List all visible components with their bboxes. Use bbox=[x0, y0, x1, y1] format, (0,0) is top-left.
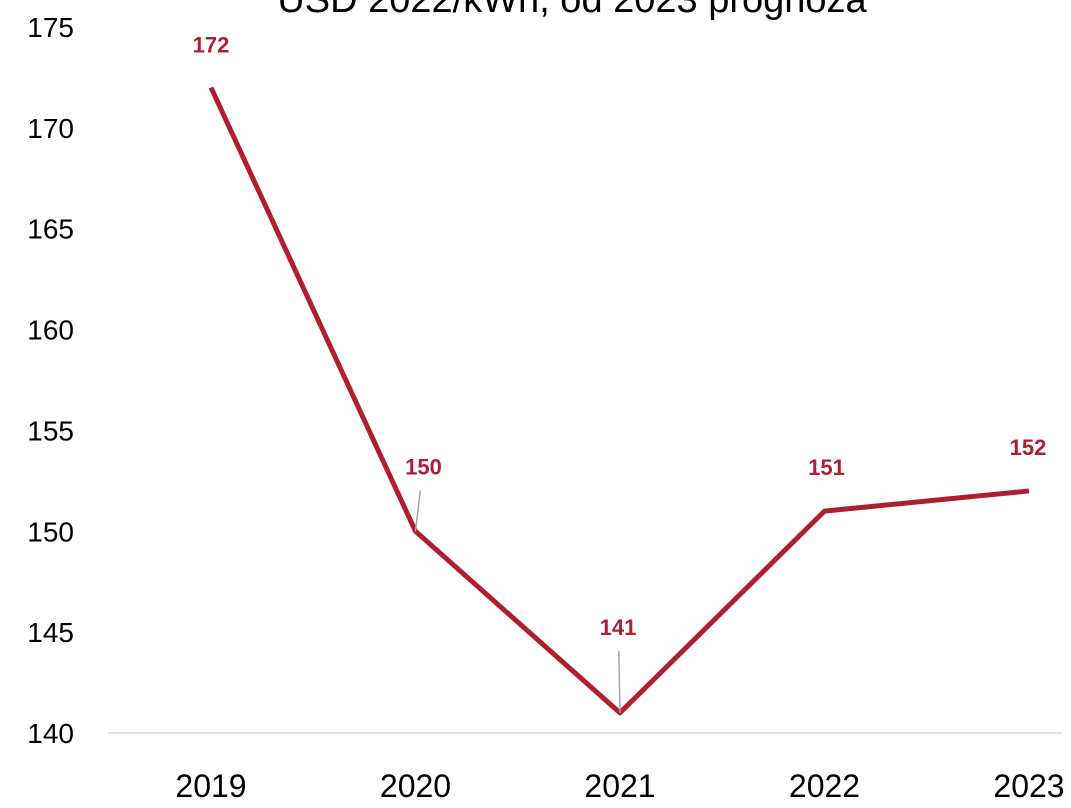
x-tick-label: 2019 bbox=[175, 768, 246, 804]
data-label: 151 bbox=[808, 455, 845, 480]
data-label: 150 bbox=[405, 454, 442, 479]
data-label: 152 bbox=[1010, 435, 1047, 460]
x-tick-label: 2023 bbox=[993, 768, 1064, 804]
x-tick-label: 2021 bbox=[584, 768, 655, 804]
y-tick-label: 150 bbox=[27, 516, 74, 547]
y-tick-label: 140 bbox=[27, 718, 74, 749]
leader-line bbox=[618, 650, 621, 713]
y-tick-label: 155 bbox=[27, 415, 74, 446]
x-tick-label: 2020 bbox=[380, 768, 451, 804]
x-tick-label: 2022 bbox=[789, 768, 860, 804]
y-tick-label: 170 bbox=[27, 113, 74, 144]
data-label: 141 bbox=[600, 615, 637, 640]
y-tick-label: 160 bbox=[27, 315, 74, 346]
y-tick-label: 165 bbox=[27, 214, 74, 245]
data-label: 172 bbox=[193, 33, 230, 58]
chart-title: USD 2022/kWh, od 2023 prognoza bbox=[277, 0, 867, 21]
y-tick-label: 145 bbox=[27, 617, 74, 648]
y-tick-label: 175 bbox=[27, 12, 74, 43]
leader-line bbox=[414, 490, 422, 532]
data-line bbox=[208, 86, 1030, 716]
